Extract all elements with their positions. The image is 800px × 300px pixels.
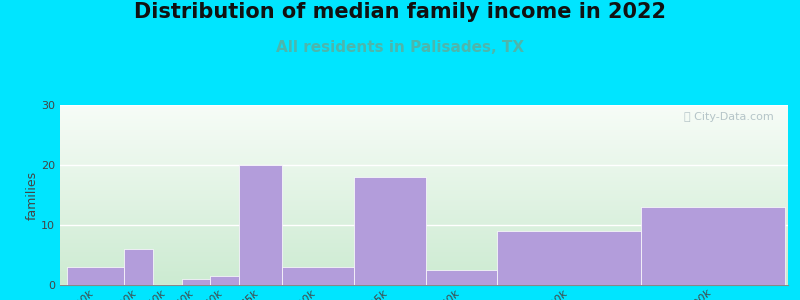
Bar — [124, 249, 153, 285]
Bar — [67, 267, 124, 285]
Bar — [282, 267, 354, 285]
Bar — [182, 279, 210, 285]
Text: All residents in Palisades, TX: All residents in Palisades, TX — [276, 40, 524, 56]
Text: ⓘ City-Data.com: ⓘ City-Data.com — [684, 112, 774, 122]
Bar — [239, 165, 282, 285]
Bar — [498, 231, 641, 285]
Bar — [354, 177, 426, 285]
Text: Distribution of median family income in 2022: Distribution of median family income in … — [134, 2, 666, 22]
Bar — [210, 276, 239, 285]
Bar — [426, 270, 498, 285]
Y-axis label: families: families — [26, 170, 38, 220]
Bar — [641, 207, 785, 285]
